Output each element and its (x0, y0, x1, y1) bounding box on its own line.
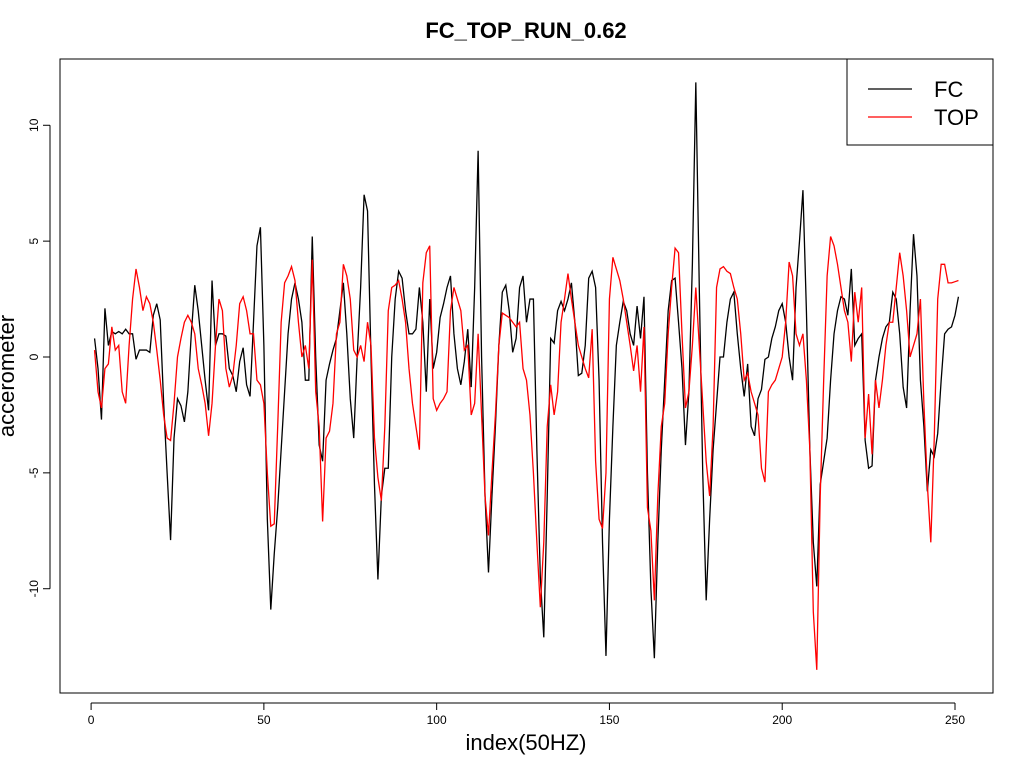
x-tick-label: 0 (88, 713, 95, 727)
series-line (93, 82, 960, 659)
x-axis-label: index(50HZ) (465, 730, 586, 755)
series-line (93, 236, 959, 670)
y-tick-label: -5 (27, 467, 41, 478)
legend-box (846, 58, 994, 146)
x-tick-label: 250 (945, 713, 965, 727)
y-tick-label: 5 (27, 237, 41, 244)
chart-title: FC_TOP_RUN_0.62 (425, 18, 626, 43)
y-tick-label: -10 (27, 580, 41, 598)
x-tick-label: 150 (599, 713, 619, 727)
plot-frame (59, 58, 994, 694)
x-tick-label: 50 (257, 713, 271, 727)
y-tick-label: 0 (27, 353, 41, 360)
x-tick-label: 200 (772, 713, 792, 727)
legend-label: FC (934, 77, 963, 102)
y-tick-label: 10 (27, 118, 41, 132)
x-tick-label: 100 (427, 713, 447, 727)
y-axis-label: accerometer (0, 315, 19, 437)
legend-label: TOP (934, 105, 979, 130)
